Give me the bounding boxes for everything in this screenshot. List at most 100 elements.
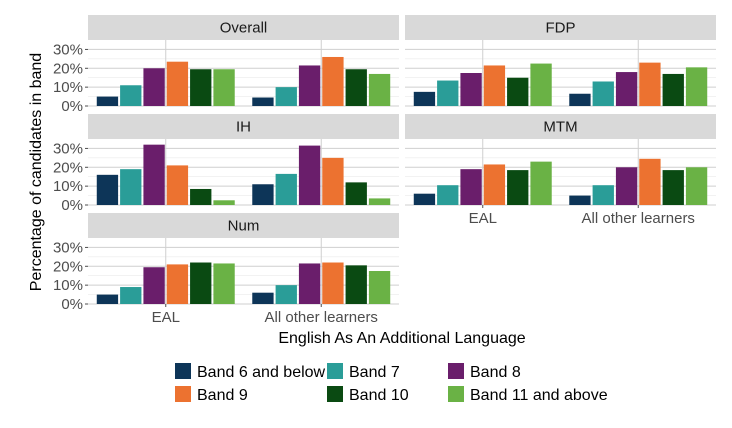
x-tick-label: EAL	[152, 309, 180, 326]
facet-fdp: FDP	[405, 15, 716, 107]
bar-mtm-all-other-learners-band-6-and-below	[569, 195, 591, 205]
bar-fdp-all-other-learners-band-9	[639, 62, 661, 106]
facet-strip-mtm	[405, 114, 716, 139]
facet-title-ih: IH	[236, 119, 251, 136]
bar-mtm-eal-band-6-and-below	[413, 193, 436, 205]
bar-mtm-eal-band-8	[460, 169, 482, 205]
bar-overall-eal-band-8	[143, 68, 165, 106]
y-tick-label: 10%	[53, 79, 83, 96]
y-tick-label: 0%	[61, 197, 83, 214]
bar-mtm-eal-band-7	[437, 185, 459, 205]
bar-fdp-eal-band-6-and-below	[413, 91, 436, 106]
y-tick-label: 20%	[53, 159, 83, 176]
bar-num-eal-band-6-and-below	[96, 294, 119, 304]
bar-num-all-other-learners-band-7	[275, 285, 297, 304]
legend-item-band-7: Band 7	[327, 363, 400, 381]
bar-overall-eal-band-11-and-above	[213, 69, 235, 106]
bar-overall-all-other-learners-band-11-and-above	[368, 73, 391, 106]
y-tick-label: 20%	[53, 258, 83, 275]
facet-strip-num	[88, 213, 399, 238]
x-tick-label: All other learners	[265, 309, 378, 326]
bar-ih-all-other-learners-band-10	[345, 182, 367, 205]
bar-num-all-other-learners-band-8	[298, 263, 321, 304]
bar-fdp-eal-band-11-and-above	[530, 63, 552, 106]
y-tick-label: 30%	[53, 239, 83, 256]
bar-num-eal-band-8	[143, 267, 165, 304]
legend-item-band-8: Band 8	[448, 363, 521, 381]
y-tick-label: 0%	[61, 98, 83, 115]
legend-label: Band 6 and below	[197, 364, 326, 381]
bar-num-all-other-learners-band-9	[322, 262, 344, 304]
bar-ih-all-other-learners-band-9	[322, 157, 344, 205]
x-tick-label: All other learners	[582, 210, 695, 227]
bar-num-eal-band-7	[120, 287, 142, 304]
y-tick-label: 10%	[53, 178, 83, 195]
y-tick-label: 30%	[53, 140, 83, 157]
legend-swatch	[448, 363, 464, 379]
bar-overall-all-other-learners-band-9	[322, 56, 344, 106]
bar-num-eal-band-10	[190, 262, 212, 304]
legend-item-band-9: Band 9	[175, 386, 248, 404]
facet-title-num: Num	[228, 218, 260, 235]
bar-num-all-other-learners-band-6-and-below	[252, 292, 274, 304]
bar-ih-all-other-learners-band-7	[275, 173, 297, 205]
bar-num-eal-band-11-and-above	[213, 263, 235, 304]
legend: Band 6 and below Band 7 Band 8 Band 9 Band 1…	[175, 363, 608, 404]
x-tick-label: EAL	[469, 210, 497, 227]
bar-ih-eal-band-9	[166, 165, 189, 205]
bar-fdp-all-other-learners-band-6-and-below	[569, 93, 591, 106]
facet-ih: IH 0% 10% 20% 30%	[53, 114, 399, 214]
legend-item-band-10: Band 10	[327, 386, 409, 404]
bar-mtm-all-other-learners-band-8	[615, 167, 638, 205]
x-axis-title: English As An Additional Language	[278, 330, 525, 347]
bar-ih-all-other-learners-band-8	[298, 145, 321, 205]
bar-ih-eal-band-11-and-above	[213, 200, 235, 205]
facet-mtm: MTM EAL All other learners	[405, 114, 716, 227]
bar-fdp-all-other-learners-band-7	[592, 81, 614, 106]
y-tick-label: 0%	[61, 296, 83, 313]
bar-num-all-other-learners-band-11-and-above	[368, 271, 391, 304]
bar-fdp-all-other-learners-band-10	[662, 73, 684, 106]
legend-item-band-6-and-below: Band 6 and below	[175, 363, 326, 381]
legend-swatch	[327, 363, 343, 379]
facet-title-mtm: MTM	[543, 119, 577, 136]
bar-overall-eal-band-7	[120, 85, 142, 106]
bar-mtm-eal-band-9	[483, 164, 506, 205]
legend-label: Band 8	[470, 364, 521, 381]
bar-fdp-eal-band-9	[483, 65, 506, 106]
bar-ih-all-other-learners-band-11-and-above	[368, 198, 391, 205]
facet-strip-fdp	[405, 15, 716, 40]
facet-strip-overall	[88, 15, 399, 40]
bar-ih-eal-band-8	[143, 144, 165, 205]
bar-fdp-eal-band-10	[507, 77, 529, 106]
bar-overall-all-other-learners-band-7	[275, 87, 297, 106]
bar-ih-eal-band-10	[190, 188, 212, 205]
bar-overall-all-other-learners-band-6-and-below	[252, 97, 274, 106]
bar-overall-eal-band-10	[190, 69, 212, 106]
bar-overall-all-other-learners-band-10	[345, 69, 367, 106]
facet-num: Num 0% 10% 20% 30% EAL All other learners	[53, 213, 399, 326]
bar-fdp-eal-band-8	[460, 73, 482, 106]
bar-overall-all-other-learners-band-8	[298, 65, 321, 106]
facet-strip-ih	[88, 114, 399, 139]
legend-label: Band 9	[197, 387, 248, 404]
bar-fdp-all-other-learners-band-8	[615, 72, 638, 106]
bar-mtm-all-other-learners-band-11-and-above	[685, 167, 708, 205]
y-tick-label: 30%	[53, 41, 83, 58]
bar-mtm-eal-band-11-and-above	[530, 161, 552, 205]
facet-title-fdp: FDP	[546, 20, 576, 37]
legend-swatch	[448, 386, 464, 402]
facet-title-overall: Overall	[220, 20, 268, 37]
legend-label: Band 7	[349, 364, 400, 381]
legend-label: Band 11 and above	[470, 387, 608, 404]
legend-item-band-11-and-above: Band 11 and above	[448, 386, 608, 404]
bar-num-eal-band-9	[166, 264, 189, 304]
legend-swatch	[175, 386, 191, 402]
bar-mtm-all-other-learners-band-9	[639, 158, 661, 205]
facet-panels: Overall 0% 10% 20% 30% FDP IH 0% 10% 20% 30% MTM EAL…	[53, 15, 716, 326]
y-tick-label: 20%	[53, 60, 83, 77]
bar-ih-eal-band-6-and-below	[96, 174, 119, 205]
bar-ih-all-other-learners-band-6-and-below	[252, 184, 274, 205]
y-tick-label: 10%	[53, 277, 83, 294]
